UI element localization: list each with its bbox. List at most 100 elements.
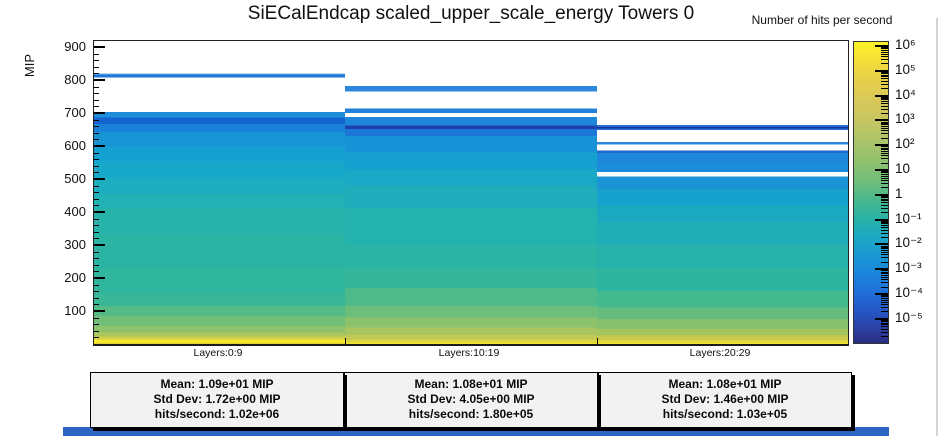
colorbar-minor-tick: [881, 53, 888, 55]
colorbar-minor-tick: [881, 271, 888, 273]
window-strip: [63, 427, 889, 436]
y-minor-tick: [94, 152, 99, 154]
colorbar-major-tick: [875, 169, 888, 171]
colorbar-minor-tick: [881, 212, 888, 214]
colorbar-minor-tick: [881, 195, 888, 197]
y-tick-label: 700: [64, 105, 86, 120]
colorbar-minor-tick: [881, 183, 888, 184]
colorbar-major-tick: [875, 144, 888, 147]
y-minor-tick: [94, 106, 99, 108]
y-tick-label: 400: [64, 204, 86, 219]
stat-stddev: Std Dev: 1.46e+00 MIP: [661, 392, 789, 406]
y-minor-tick: [94, 165, 99, 167]
colorbar-minor-tick: [881, 83, 888, 85]
colorbar-tick-label: 10⁻⁴: [895, 285, 923, 300]
colorbar-tick-label: 10²: [895, 136, 915, 152]
colorbar-minor-tick: [881, 286, 888, 288]
y-tick-label: 600: [64, 138, 86, 153]
colorbar-major-tick: [875, 119, 888, 122]
colorbar-minor-tick: [881, 76, 888, 78]
colorbar-minor-tick: [881, 127, 888, 129]
colorbar-minor-tick: [881, 173, 888, 175]
colorbar-minor-tick: [881, 146, 888, 148]
colorbar-minor-tick: [881, 179, 888, 181]
colorbar-minor-tick: [881, 295, 888, 297]
colorbar-minor-tick: [881, 297, 888, 299]
y-major-tick: [94, 178, 105, 180]
colorbar-minor-tick: [881, 80, 888, 82]
colorbar-minor-tick: [881, 55, 888, 57]
colorbar-minor-tick: [881, 236, 888, 238]
colorbar-tick-label: 1: [895, 185, 903, 201]
colorbar-major-tick: [875, 193, 888, 196]
colorbar-minor-tick: [881, 225, 888, 227]
y-major-tick: [94, 78, 105, 81]
stat-mean: Mean: 1.08e+01 MIP: [668, 377, 782, 391]
y-minor-tick: [94, 205, 99, 207]
colorbar: [853, 41, 889, 344]
y-minor-tick: [94, 126, 99, 128]
colorbar-minor-tick: [881, 105, 888, 107]
y-minor-tick: [94, 139, 99, 141]
colorbar-minor-tick: [881, 301, 888, 303]
colorbar-major-tick: [875, 293, 888, 295]
x-axis-label: Layers:0:9: [193, 347, 243, 359]
colorbar-minor-tick: [881, 88, 888, 90]
colorbar-minor-tick: [881, 99, 888, 101]
colorbar-minor-tick: [881, 158, 888, 160]
plot-title: SiECalEndcap scaled_upper_scale_energy T…: [247, 3, 695, 24]
y-minor-tick: [94, 53, 99, 55]
y-minor-tick: [94, 119, 99, 121]
colorbar-minor-tick: [881, 63, 888, 65]
colorbar-minor-tick: [881, 303, 888, 305]
y-minor-tick: [94, 66, 99, 68]
stat-mean: Mean: 1.09e+01 MIP: [160, 377, 274, 391]
y-minor-tick: [94, 317, 99, 319]
colorbar-minor-tick: [881, 155, 888, 157]
colorbar-minor-tick: [881, 187, 888, 189]
x-axis-label: Layers:10:19: [438, 347, 500, 359]
y-minor-tick: [94, 231, 99, 233]
colorbar-minor-tick: [881, 149, 888, 150]
colorbar-minor-tick: [881, 200, 888, 202]
colorbar-tick-label: 10³: [895, 111, 915, 127]
colorbar-minor-tick: [881, 98, 888, 99]
colorbar-minor-tick: [881, 276, 888, 278]
colorbar-minor-tick: [881, 172, 888, 174]
y-minor-tick: [94, 271, 99, 273]
y-minor-tick: [94, 258, 99, 260]
y-major-tick: [94, 211, 105, 213]
y-minor-tick: [94, 251, 99, 253]
y-minor-tick: [94, 337, 99, 339]
colorbar-minor-tick: [881, 222, 888, 223]
y-tick-label: 900: [64, 38, 86, 54]
colorbar-minor-tick: [881, 232, 888, 234]
y-major-tick: [94, 310, 105, 312]
stat-stddev: Std Dev: 1.72e+00 MIP: [153, 392, 281, 406]
y-minor-tick: [94, 172, 99, 174]
stat-stddev: Std Dev: 4.05e+00 MIP: [407, 392, 535, 406]
colorbar-minor-tick: [881, 270, 888, 272]
y-minor-tick: [94, 218, 99, 220]
colorbar-minor-tick: [881, 273, 888, 274]
colorbar-major-tick: [875, 317, 888, 320]
colorbar-minor-tick: [881, 307, 888, 308]
stats-box: Mean: 1.08e+01 MIP Std Dev: 4.05e+00 MIP…: [344, 372, 598, 428]
colorbar-minor-tick: [881, 125, 888, 127]
colorbar-minor-tick: [881, 78, 888, 80]
y-minor-tick: [94, 291, 99, 293]
colorbar-minor-tick: [881, 177, 888, 179]
y-minor-tick: [94, 324, 99, 326]
colorbar-minor-tick: [881, 229, 888, 231]
colorbar-major-tick: [875, 94, 888, 97]
colorbar-minor-tick: [881, 279, 888, 281]
plot-area: [93, 40, 849, 346]
colorbar-minor-tick: [881, 152, 888, 154]
colorbar-minor-tick: [881, 207, 888, 209]
colorbar-tick-label: 10⁻²: [895, 235, 922, 251]
colorbar-major-tick: [875, 268, 888, 271]
y-minor-tick: [94, 93, 99, 95]
stats-box: Mean: 1.08e+01 MIP Std Dev: 1.46e+00 MIP…: [598, 372, 852, 428]
y-minor-tick: [94, 86, 99, 88]
y-minor-tick: [94, 264, 99, 266]
